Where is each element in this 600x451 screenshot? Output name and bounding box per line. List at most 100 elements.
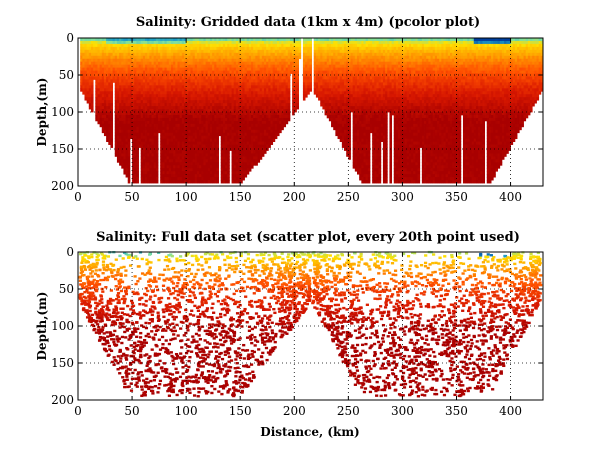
heatmap-cell bbox=[142, 103, 146, 107]
heatmap-cell bbox=[233, 120, 237, 125]
heatmap-cell bbox=[214, 156, 217, 160]
heatmap-cell bbox=[203, 64, 206, 68]
heatmap-cell bbox=[209, 171, 213, 175]
heatmap-cell bbox=[134, 91, 137, 95]
heatmap-cell bbox=[136, 82, 139, 86]
heatmap-cell bbox=[162, 94, 165, 98]
heatmap-cell bbox=[205, 91, 209, 95]
heatmap-cell bbox=[164, 126, 168, 131]
heatmap-cell bbox=[151, 58, 155, 63]
heatmap-cell bbox=[123, 162, 126, 166]
heatmap-cell bbox=[116, 67, 120, 71]
heatmap-cell bbox=[166, 49, 170, 54]
heatmap-cell bbox=[212, 177, 215, 181]
heatmap-cell bbox=[127, 147, 131, 151]
heatmap-cell bbox=[123, 114, 126, 119]
heatmap-cell bbox=[205, 114, 209, 119]
heatmap-cell bbox=[101, 38, 105, 42]
heatmap-cell bbox=[171, 126, 174, 131]
heatmap-cell bbox=[108, 138, 111, 142]
heatmap-cell bbox=[151, 129, 155, 134]
heatmap-cell bbox=[212, 43, 215, 48]
heatmap-cell bbox=[199, 38, 202, 42]
heatmap-cell bbox=[194, 64, 198, 68]
heatmap-cell bbox=[227, 64, 230, 68]
heatmap-cell bbox=[155, 82, 159, 86]
heatmap-cell bbox=[194, 52, 198, 57]
heatmap-cell bbox=[101, 40, 105, 45]
heatmap-cell bbox=[155, 138, 159, 142]
heatmap-cell bbox=[153, 120, 157, 125]
heatmap-cell bbox=[183, 85, 187, 89]
heatmap-cell bbox=[99, 52, 103, 57]
heatmap-cell bbox=[214, 150, 217, 154]
heatmap-cell bbox=[136, 135, 139, 140]
heatmap-cell bbox=[205, 55, 209, 60]
heatmap-cell bbox=[199, 49, 202, 54]
heatmap-cell bbox=[121, 70, 124, 74]
heatmap-cell bbox=[175, 114, 178, 119]
heatmap-cell bbox=[151, 114, 155, 119]
heatmap-cell bbox=[188, 135, 191, 140]
heatmap-cell bbox=[268, 144, 271, 148]
heatmap-cell bbox=[134, 43, 137, 48]
heatmap-cell bbox=[171, 120, 174, 125]
heatmap-cell bbox=[231, 135, 235, 140]
heatmap-cell bbox=[287, 106, 291, 110]
heatmap-cell bbox=[188, 159, 191, 163]
heatmap-cell bbox=[147, 40, 150, 45]
heatmap-cell bbox=[192, 46, 196, 51]
heatmap-cell bbox=[158, 40, 161, 45]
heatmap-cell bbox=[171, 165, 174, 169]
heatmap-cell bbox=[216, 132, 219, 137]
heatmap-cell bbox=[123, 94, 126, 98]
heatmap-cell bbox=[214, 153, 217, 157]
heatmap-cell bbox=[147, 120, 150, 125]
heatmap-cell bbox=[309, 82, 312, 86]
heatmap-cell bbox=[222, 64, 226, 68]
heatmap-cell bbox=[116, 97, 120, 101]
heatmap-cell bbox=[138, 76, 142, 80]
heatmap-cell bbox=[119, 91, 122, 95]
heatmap-cell bbox=[231, 43, 235, 48]
heatmap-cell bbox=[166, 135, 170, 140]
heatmap-cell bbox=[101, 64, 105, 68]
heatmap-cell bbox=[212, 123, 215, 128]
heatmap-cell bbox=[153, 55, 157, 60]
heatmap-cell bbox=[127, 40, 131, 45]
heatmap-cell bbox=[188, 76, 191, 80]
heatmap-cell bbox=[173, 153, 176, 157]
heatmap-cell bbox=[145, 52, 148, 57]
heatmap-cell bbox=[119, 109, 122, 113]
heatmap-cell bbox=[86, 58, 90, 63]
heatmap-cell bbox=[194, 43, 198, 48]
heatmap-cell bbox=[158, 123, 161, 128]
heatmap-cell bbox=[175, 64, 178, 68]
heatmap-cell bbox=[196, 174, 200, 178]
heatmap-cell bbox=[181, 177, 185, 181]
heatmap-cell bbox=[171, 38, 174, 42]
heatmap-cell bbox=[106, 85, 109, 89]
heatmap-cell bbox=[183, 46, 187, 51]
heatmap-cell bbox=[158, 103, 161, 107]
heatmap-cell bbox=[162, 162, 165, 166]
heatmap-cell bbox=[186, 79, 189, 83]
heatmap-cell bbox=[296, 67, 299, 71]
heatmap-cell bbox=[181, 138, 185, 142]
heatmap-cell bbox=[145, 94, 148, 98]
heatmap-cell bbox=[199, 79, 202, 83]
heatmap-cell bbox=[132, 91, 135, 95]
heatmap-cell bbox=[218, 46, 222, 51]
heatmap-cell bbox=[220, 159, 224, 163]
heatmap-cell bbox=[175, 82, 178, 86]
heatmap-cell bbox=[225, 91, 228, 95]
heatmap-cell bbox=[207, 112, 211, 116]
heatmap-cell bbox=[110, 94, 113, 98]
heatmap-cell bbox=[233, 109, 237, 113]
heatmap-cell bbox=[177, 135, 181, 140]
heatmap-cell bbox=[93, 67, 96, 71]
heatmap-cell bbox=[119, 114, 122, 119]
heatmap-cell bbox=[138, 94, 142, 98]
heatmap-cell bbox=[147, 82, 150, 86]
heatmap-cell bbox=[132, 120, 135, 125]
